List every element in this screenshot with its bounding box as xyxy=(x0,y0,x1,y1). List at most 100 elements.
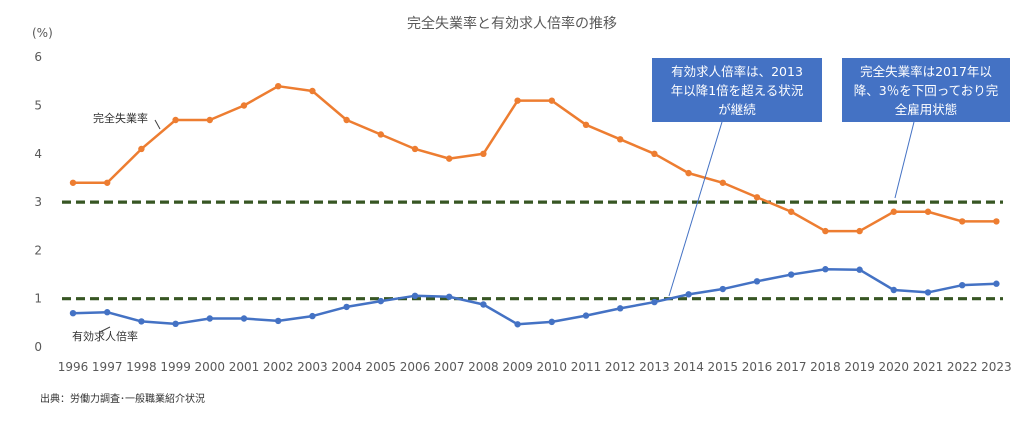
data-point xyxy=(172,320,179,328)
x-tick-label: 1998 xyxy=(126,360,157,374)
data-point xyxy=(446,155,453,162)
y-tick-label: 2 xyxy=(34,243,42,257)
data-point xyxy=(753,194,761,201)
data-point xyxy=(753,278,761,285)
x-tick-label: 2007 xyxy=(434,360,465,374)
data-point xyxy=(514,321,521,328)
data-point xyxy=(377,297,384,305)
x-tick-label: 2010 xyxy=(537,360,568,374)
y-tick-label: 4 xyxy=(34,147,42,161)
data-point xyxy=(480,301,487,308)
series-line xyxy=(72,267,997,326)
data-point xyxy=(69,179,77,186)
data-point xyxy=(138,318,145,325)
series-name-label: 有効求人倍率 xyxy=(72,329,138,343)
chart-title: 完全失業率と有効求人倍率の推移 xyxy=(407,15,617,32)
x-tick-label: 2004 xyxy=(331,360,362,374)
y-tick-label: 3 xyxy=(34,195,42,209)
data-point xyxy=(343,303,350,311)
data-point xyxy=(959,218,966,225)
data-point xyxy=(240,102,248,109)
data-point xyxy=(651,150,658,157)
series-line xyxy=(73,84,997,233)
data-point xyxy=(617,136,624,143)
data-point xyxy=(104,179,111,186)
y-tick-label: 0 xyxy=(34,340,42,354)
data-point xyxy=(309,312,316,320)
data-point xyxy=(514,97,521,104)
data-point xyxy=(377,131,384,138)
callout-pointer xyxy=(668,121,723,297)
data-point xyxy=(617,305,624,312)
callout-pointer xyxy=(894,121,915,199)
data-point xyxy=(411,145,419,153)
data-point xyxy=(411,292,419,300)
data-point xyxy=(993,218,1000,225)
x-tick-label: 2001 xyxy=(229,360,260,374)
data-point xyxy=(822,266,829,273)
x-tick-label: 2011 xyxy=(571,360,602,374)
callout-text: が継続 xyxy=(718,102,756,117)
data-point xyxy=(924,208,932,215)
callout-box xyxy=(652,58,822,122)
x-tick-label: 1999 xyxy=(160,360,191,374)
y-tick-label: 6 xyxy=(34,50,42,64)
callout-box xyxy=(842,58,1010,122)
data-point xyxy=(993,280,1000,287)
data-point xyxy=(548,97,555,104)
data-point xyxy=(924,289,932,296)
x-tick-label: 2008 xyxy=(468,360,499,374)
data-point xyxy=(104,309,111,316)
x-tick-label: 2022 xyxy=(947,360,978,374)
leader-line xyxy=(154,119,161,130)
data-point xyxy=(240,315,248,322)
x-tick-label: 2012 xyxy=(605,360,636,374)
reference-lines xyxy=(62,200,1003,301)
x-tick-label: 2018 xyxy=(810,360,841,374)
y-tick-label: 5 xyxy=(34,99,42,113)
data-point xyxy=(856,266,863,273)
data-point xyxy=(788,208,795,215)
data-point xyxy=(822,227,829,235)
x-tick-label: 2016 xyxy=(742,360,773,374)
y-tick-label: 1 xyxy=(34,292,42,306)
x-tick-label: 2003 xyxy=(297,360,328,374)
data-point xyxy=(172,116,179,124)
callout-text: 完全失業率は2017年以 xyxy=(860,64,992,79)
data-point xyxy=(275,317,282,325)
data-point xyxy=(343,116,350,124)
data-point xyxy=(719,179,726,186)
data-point xyxy=(582,121,590,129)
series-group xyxy=(69,82,1000,328)
callout-text: 有効求人倍率は、2013 xyxy=(671,64,803,79)
x-tick-label: 1997 xyxy=(92,360,123,374)
x-tick-label: 2006 xyxy=(400,360,431,374)
data-point xyxy=(206,116,213,124)
data-point xyxy=(788,271,795,278)
x-tick-label: 1996 xyxy=(58,360,89,374)
data-point xyxy=(856,227,863,235)
callout-text: 降、3％を下回っており完 xyxy=(854,83,998,98)
x-axis-ticks: 1996 1997 1998 1999 2000 2001 2002 2003 2004 2005… xyxy=(58,360,1012,374)
callout-text: 年以降1倍を超える状況 xyxy=(671,83,804,98)
data-point xyxy=(480,150,487,157)
source-note: 出典：労働力調査･一般職業紹介状況 xyxy=(40,392,205,405)
data-point xyxy=(719,285,726,293)
data-point xyxy=(548,318,555,326)
x-tick-label: 2019 xyxy=(844,360,875,374)
x-tick-label: 2013 xyxy=(639,360,670,374)
x-tick-label: 2015 xyxy=(708,360,739,374)
data-point xyxy=(446,293,453,300)
data-point xyxy=(138,145,145,153)
data-point xyxy=(959,281,966,289)
y-axis-ticks: 0 1 2 3 4 5 6 xyxy=(34,50,42,354)
callout-text: 全雇用状態 xyxy=(895,102,958,117)
x-tick-label: 2021 xyxy=(913,360,944,374)
x-tick-label: 2014 xyxy=(673,360,704,374)
data-point xyxy=(890,286,897,294)
data-point xyxy=(275,82,282,90)
y-axis-unit: (%) xyxy=(32,26,53,40)
